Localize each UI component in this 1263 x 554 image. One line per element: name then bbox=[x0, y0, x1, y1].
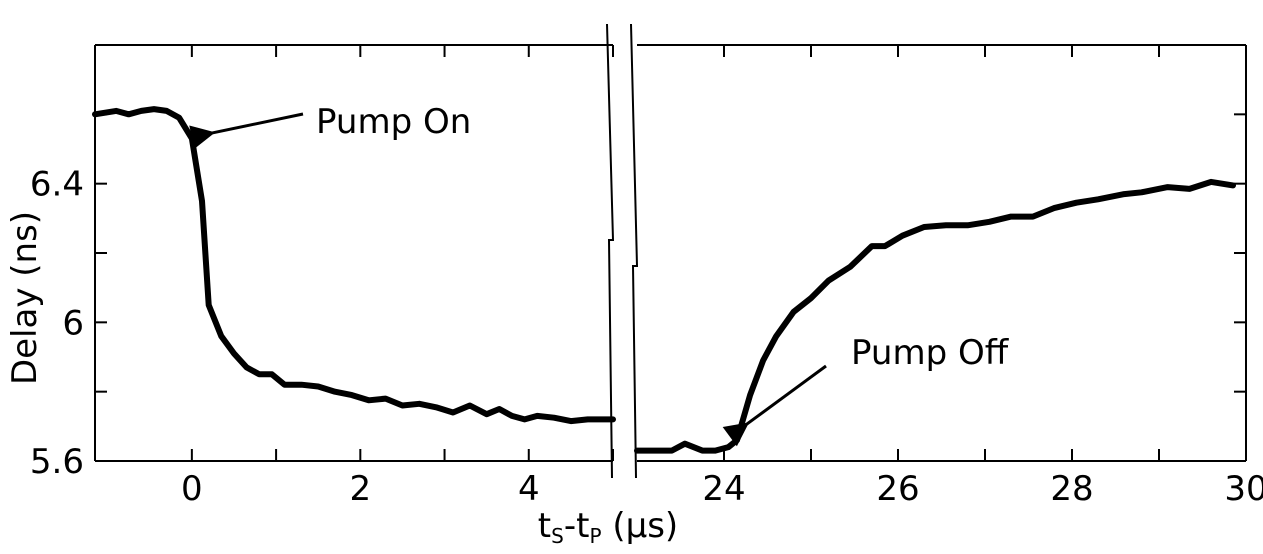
plot-frames bbox=[94, 44, 1247, 462]
y-axis-title: Delay (ns) bbox=[5, 211, 45, 385]
x-axis-title-sub-s: S bbox=[551, 524, 564, 548]
x-tick-label: 0 bbox=[181, 469, 203, 509]
x-axis-title-dash-t: -t bbox=[564, 506, 590, 546]
pump-off-arrow bbox=[722, 364, 827, 447]
x-tick-label: 2 bbox=[349, 469, 371, 509]
x-axis-title-sub-p: P bbox=[589, 524, 601, 548]
axis-ticks bbox=[95, 45, 1247, 462]
data-lines bbox=[92, 106, 1236, 454]
x-tick-label: 24 bbox=[702, 469, 745, 509]
tick-labels: 0 2 45.666.424 26 28 30 bbox=[30, 165, 1263, 509]
x-tick-label: 4 bbox=[518, 469, 540, 509]
x-tick-label: 28 bbox=[1050, 469, 1093, 509]
x-tick-label: 26 bbox=[876, 469, 919, 509]
pump-on-arrow bbox=[189, 112, 304, 149]
series-line-panel-1 bbox=[92, 106, 616, 425]
y-tick-label: 6 bbox=[62, 303, 84, 343]
axis-break-marks bbox=[606, 23, 639, 479]
series-line-panel-2 bbox=[634, 178, 1236, 454]
x-axis-title-t: t bbox=[538, 506, 551, 546]
y-tick-label: 6.4 bbox=[30, 165, 84, 205]
y-tick-label: 5.6 bbox=[30, 442, 84, 482]
break-line-right bbox=[630, 23, 639, 479]
x-axis-title: tS-tP (µs) bbox=[538, 506, 678, 548]
annotations: Pump On Pump Off bbox=[189, 102, 1010, 447]
break-line-left bbox=[606, 23, 615, 479]
x-tick-label: 30 bbox=[1224, 469, 1263, 509]
pump-off-label: Pump Off bbox=[851, 333, 1010, 373]
x-axis-title-unit: (µs) bbox=[602, 506, 679, 546]
pump-on-label: Pump On bbox=[316, 102, 471, 142]
